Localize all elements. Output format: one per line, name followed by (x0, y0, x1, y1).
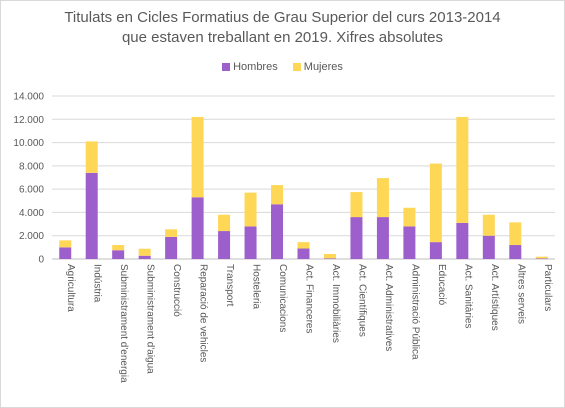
x-tick-label: Construcció (171, 264, 182, 317)
bar-mujeres (165, 229, 178, 237)
legend-swatch-mujeres (292, 63, 301, 71)
bar-hombres (350, 217, 363, 259)
y-tick-label: 6.000 (19, 185, 44, 196)
x-tick-label: Subministrament d'aigua (145, 264, 156, 374)
bar-hombres (59, 247, 72, 259)
x-tick-label: Act. Financeres (304, 264, 315, 333)
x-tick-label: Hosteleria (251, 264, 262, 309)
bar-mujeres (509, 222, 522, 246)
bar-hombres (138, 255, 151, 259)
bar-mujeres (429, 163, 442, 243)
x-tick-label: Act. Sanitàries (462, 264, 473, 328)
bar-mujeres (456, 116, 469, 223)
bar-hombres (456, 222, 469, 259)
bar-mujeres (218, 214, 231, 232)
bar-mujeres (191, 116, 204, 198)
y-tick-label: 2.000 (19, 231, 44, 242)
x-tick-label: Administració Pública (409, 264, 420, 360)
bar-hombres (403, 226, 416, 259)
bar-hombres (165, 236, 178, 259)
bar-hombres (509, 245, 522, 259)
x-tick-label: Educació (436, 264, 447, 306)
x-tick-label: Transport (224, 264, 235, 307)
x-tick-label: Particulars (542, 264, 553, 311)
bar-mujeres (271, 185, 284, 205)
x-tick-label: Comunicacions (277, 264, 288, 332)
y-tick-label: 4.000 (19, 208, 44, 219)
y-tick-label: 10.000 (13, 138, 44, 149)
x-tick-label: Act. Científiques (356, 264, 367, 337)
bar-mujeres (535, 256, 548, 259)
legend: Hombres Mujeres (0, 61, 565, 73)
bar-hombres (297, 248, 310, 259)
bar-mujeres (350, 192, 363, 218)
legend-item-hombres: Hombres (222, 61, 278, 73)
chart-title-line-1: Titulats en Cicles Formatius de Grau Sup… (64, 9, 501, 26)
x-tick-label: Act. Artístiques (489, 264, 500, 331)
bar-mujeres (376, 178, 389, 218)
x-tick-label: Act. Immobiliàries (330, 264, 341, 343)
chart-title: Titulats en Cicles Formatius de Grau Sup… (0, 8, 565, 48)
chart-title-line-2: que estaven treballant en 2019. Xifres a… (121, 29, 444, 46)
legend-item-mujeres: Mujeres (292, 61, 343, 73)
bar-mujeres (59, 240, 72, 248)
bar-hombres (85, 172, 98, 259)
bar-mujeres (297, 242, 310, 249)
bar-hombres (112, 250, 125, 259)
y-tick-label: 14.000 (13, 92, 44, 103)
bar-hombres (323, 258, 336, 259)
bar-hombres (218, 231, 231, 259)
x-tick-label: Altres serveis (515, 264, 526, 324)
bar-hombres (271, 204, 284, 259)
bar-mujeres (482, 214, 495, 236)
x-tick-label: Reparació de vehicles (198, 264, 209, 362)
x-tick-label: Act. Administratives (383, 264, 394, 351)
bar-hombres (535, 258, 548, 259)
bar-mujeres (403, 207, 416, 227)
y-tick-label: 0 (38, 255, 44, 266)
bar-hombres (376, 217, 389, 259)
bar-hombres (191, 197, 204, 259)
bar-mujeres (323, 253, 336, 259)
bar-mujeres (85, 141, 98, 173)
y-tick-label: 12.000 (13, 115, 44, 126)
bar-hombres (429, 242, 442, 259)
legend-label-hombres: Hombres (233, 61, 278, 73)
bar-mujeres (112, 245, 125, 251)
legend-swatch-hombres (222, 63, 231, 71)
legend-label-mujeres: Mujeres (303, 61, 343, 73)
x-tick-label: Agricultura (65, 264, 76, 312)
bar-hombres (482, 235, 495, 259)
bar-mujeres (244, 192, 257, 227)
bar-hombres (244, 226, 257, 259)
x-tick-label: Subministrament d'energia (118, 264, 129, 383)
bar-mujeres (138, 248, 151, 256)
x-tick-label: Indústria (92, 264, 103, 303)
y-tick-label: 8.000 (19, 161, 44, 172)
